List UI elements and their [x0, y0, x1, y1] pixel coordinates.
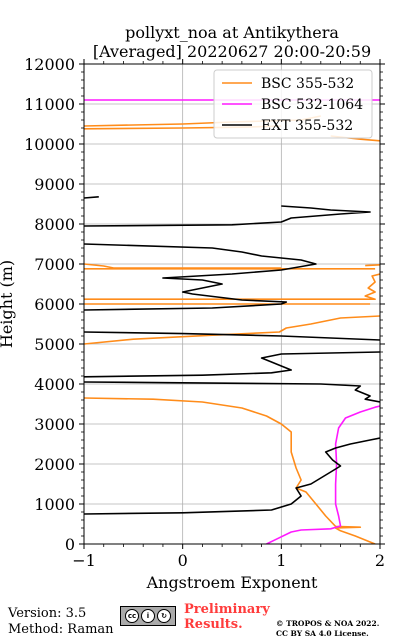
y-tick-label-6: 6000 — [34, 295, 75, 314]
x-tick-label-2: 1 — [276, 551, 286, 570]
y-tick-label-0: 0 — [65, 535, 75, 554]
by-icon: i — [141, 609, 155, 623]
footer-info: Version: 3.5 Method: Raman — [8, 606, 114, 638]
series-layer — [84, 99, 380, 544]
cc-license-logo: cc i ↻ — [120, 606, 176, 626]
y-tick-label-12: 12000 — [24, 55, 75, 74]
x-tick-label-1: 0 — [178, 551, 188, 570]
series-line-ext-355-532 — [84, 196, 380, 515]
series-line-bsc-532-1064 — [84, 99, 380, 544]
y-tick-label-2: 2000 — [34, 455, 75, 474]
preliminary-line1: Preliminary — [184, 602, 270, 617]
y-tick-label-3: 3000 — [34, 415, 75, 434]
legend-label-1: BSC 532-1064 — [261, 97, 363, 113]
preliminary-notice: Preliminary Results. — [184, 602, 270, 632]
chart-title-line2: [Averaged] 20220627 20:00-20:59 — [93, 42, 371, 61]
preliminary-line2: Results. — [184, 617, 243, 632]
y-tick-label-1: 1000 — [34, 495, 75, 514]
y-tick-label-4: 4000 — [34, 375, 75, 394]
y-axis-label: Height (m) — [0, 260, 16, 348]
legend-box — [213, 69, 373, 139]
y-tick-label-8: 8000 — [34, 215, 75, 234]
copyright-line1: © TROPOS & NOA 2022. — [276, 619, 380, 628]
cc-icon: cc — [125, 609, 139, 623]
version-text: Version: 3.5 — [8, 606, 87, 621]
copyright-line2: CC BY SA 4.0 License. — [276, 629, 369, 638]
y-tick-label-10: 10000 — [24, 135, 75, 154]
y-tick-label-5: 5000 — [34, 335, 75, 354]
y-tick-label-9: 9000 — [34, 175, 75, 194]
legend-label-0: BSC 355-532 — [261, 76, 354, 92]
legend-label-2: EXT 355-532 — [261, 118, 353, 134]
sa-icon: ↻ — [157, 609, 171, 623]
chart-title-line1: pollyxt_noa at Antikythera — [125, 23, 339, 42]
legend: BSC 355-532 BSC 532-1064 EXT 355-532 — [213, 69, 373, 139]
y-tick-label-7: 7000 — [34, 255, 75, 274]
x-axis-label: Angstroem Exponent — [146, 573, 318, 592]
x-tick-label-0: −1 — [72, 551, 96, 570]
axis-ticks: −1 0 1 201000200030004000500060007000800090… — [24, 55, 385, 570]
copyright-notice: © TROPOS & NOA 2022. CC BY SA 4.0 Licens… — [276, 619, 379, 639]
x-tick-label-3: 2 — [375, 551, 385, 570]
method-text: Method: Raman — [8, 622, 114, 637]
y-tick-label-11: 11000 — [24, 95, 75, 114]
